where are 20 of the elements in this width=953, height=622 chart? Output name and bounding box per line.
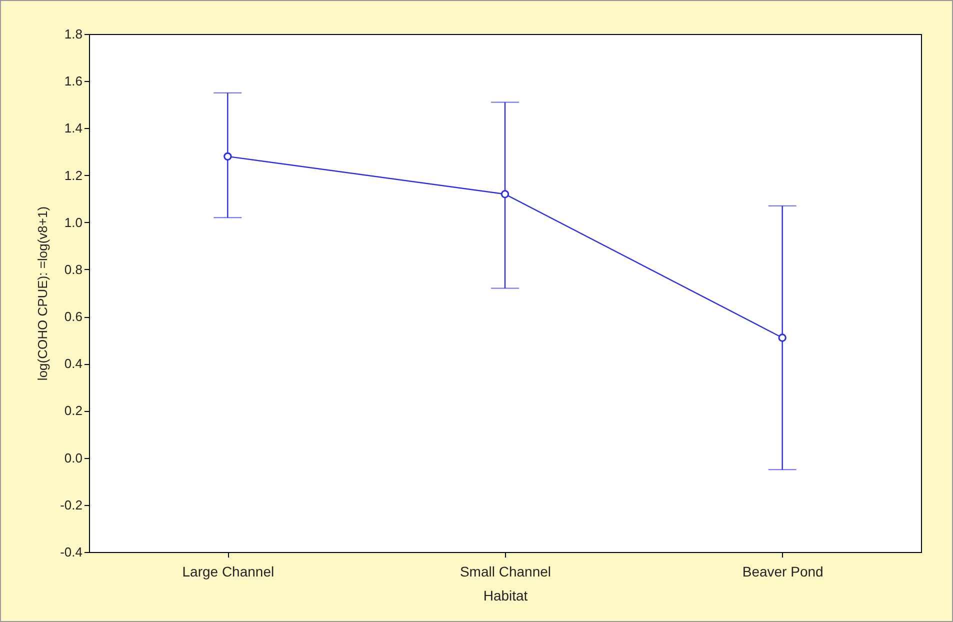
y-tick-label: 0.6 bbox=[64, 309, 82, 324]
y-tick-label: 0.8 bbox=[64, 262, 82, 277]
y-tick-label: 1.2 bbox=[64, 168, 82, 183]
y-tick-label: -0.2 bbox=[60, 497, 82, 512]
y-tick-label: 0.0 bbox=[64, 450, 82, 466]
point bbox=[500, 190, 510, 198]
point bbox=[224, 152, 232, 161]
y-tick-label: 1.6 bbox=[64, 74, 82, 89]
x-tick-label: Large Channel bbox=[182, 564, 274, 580]
y-tick-label: 0.4 bbox=[64, 356, 82, 372]
x-tick-label: Beaver Pond bbox=[742, 564, 824, 580]
x-tick-label: Small Channel bbox=[460, 564, 552, 580]
y-tick-label: 0.2 bbox=[64, 403, 82, 418]
y-axis-title: log(COHO CPUE): =log(v8+1) bbox=[35, 206, 50, 381]
x-axis-title: Habitat bbox=[483, 588, 528, 604]
y-tick-label: 1.0 bbox=[64, 214, 82, 230]
point bbox=[778, 334, 786, 342]
y-tick-label: 1.4 bbox=[64, 120, 82, 136]
y-tick-label: -0.4 bbox=[60, 544, 82, 560]
y-tick-label: 1.8 bbox=[64, 26, 82, 42]
